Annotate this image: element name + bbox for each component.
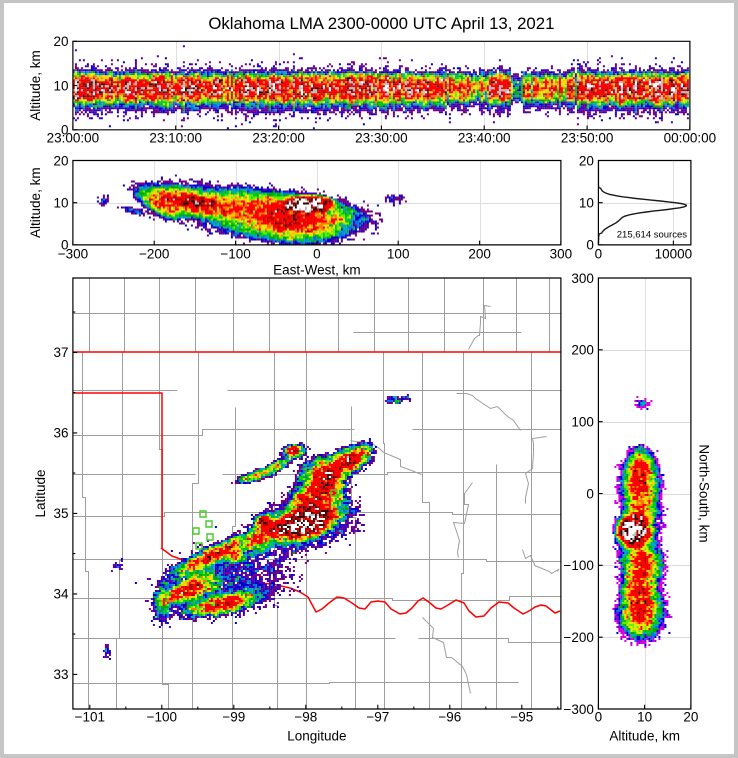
- svg-text:0: 0: [586, 238, 594, 253]
- svg-text:−300: −300: [563, 702, 593, 717]
- svg-text:North-South, km: North-South, km: [697, 444, 712, 542]
- svg-text:−97: −97: [366, 710, 389, 725]
- svg-text:−300: −300: [58, 247, 88, 262]
- svg-text:300: 300: [571, 271, 594, 286]
- svg-text:23:50:00: 23:50:00: [561, 131, 614, 146]
- svg-text:Altitude, km: Altitude, km: [609, 729, 680, 744]
- svg-text:20: 20: [53, 34, 68, 49]
- svg-text:−100: −100: [147, 710, 177, 725]
- svg-text:33: 33: [53, 667, 68, 682]
- svg-text:East-West, km: East-West, km: [273, 263, 361, 278]
- svg-text:−100: −100: [220, 247, 250, 262]
- svg-text:Oklahoma LMA 2300-0000 UTC Apr: Oklahoma LMA 2300-0000 UTC April 13, 202…: [208, 14, 554, 33]
- svg-text:Altitude, km: Altitude, km: [28, 167, 43, 238]
- svg-text:34: 34: [53, 587, 69, 602]
- svg-text:23:10:00: 23:10:00: [149, 131, 202, 146]
- svg-text:10: 10: [53, 196, 68, 211]
- svg-text:−98: −98: [294, 710, 317, 725]
- svg-text:10000: 10000: [655, 247, 693, 262]
- svg-text:23:30:00: 23:30:00: [355, 131, 408, 146]
- svg-text:−96: −96: [438, 710, 461, 725]
- svg-text:Longitude: Longitude: [287, 729, 346, 744]
- svg-text:300: 300: [550, 247, 573, 262]
- svg-text:23:00:00: 23:00:00: [47, 131, 100, 146]
- svg-text:0: 0: [313, 247, 321, 262]
- svg-text:200: 200: [571, 343, 594, 358]
- svg-text:0: 0: [595, 710, 603, 725]
- svg-text:10: 10: [53, 78, 68, 93]
- svg-text:23:20:00: 23:20:00: [252, 131, 305, 146]
- svg-text:10: 10: [579, 196, 594, 211]
- svg-text:0: 0: [586, 486, 594, 501]
- svg-text:100: 100: [387, 247, 410, 262]
- svg-text:Altitude, km: Altitude, km: [28, 50, 43, 121]
- svg-text:−101: −101: [75, 710, 105, 725]
- svg-text:36: 36: [53, 426, 68, 441]
- svg-text:0: 0: [595, 247, 603, 262]
- svg-text:23:40:00: 23:40:00: [458, 131, 511, 146]
- svg-text:−99: −99: [222, 710, 245, 725]
- svg-text:20: 20: [683, 710, 698, 725]
- svg-text:−200: −200: [563, 630, 593, 645]
- svg-text:20: 20: [53, 153, 68, 168]
- svg-text:00:00:00: 00:00:00: [664, 131, 717, 146]
- svg-text:215,614 sources: 215,614 sources: [617, 229, 687, 240]
- svg-text:Latitude: Latitude: [33, 469, 48, 517]
- svg-text:35: 35: [53, 506, 68, 521]
- svg-text:37: 37: [53, 345, 68, 360]
- svg-text:−200: −200: [139, 247, 169, 262]
- svg-text:0: 0: [61, 123, 69, 138]
- svg-text:100: 100: [571, 415, 594, 430]
- svg-text:0: 0: [61, 238, 69, 253]
- svg-text:200: 200: [468, 247, 491, 262]
- svg-text:20: 20: [579, 153, 594, 168]
- svg-text:−100: −100: [563, 558, 593, 573]
- svg-text:10: 10: [637, 710, 652, 725]
- svg-text:−95: −95: [510, 710, 533, 725]
